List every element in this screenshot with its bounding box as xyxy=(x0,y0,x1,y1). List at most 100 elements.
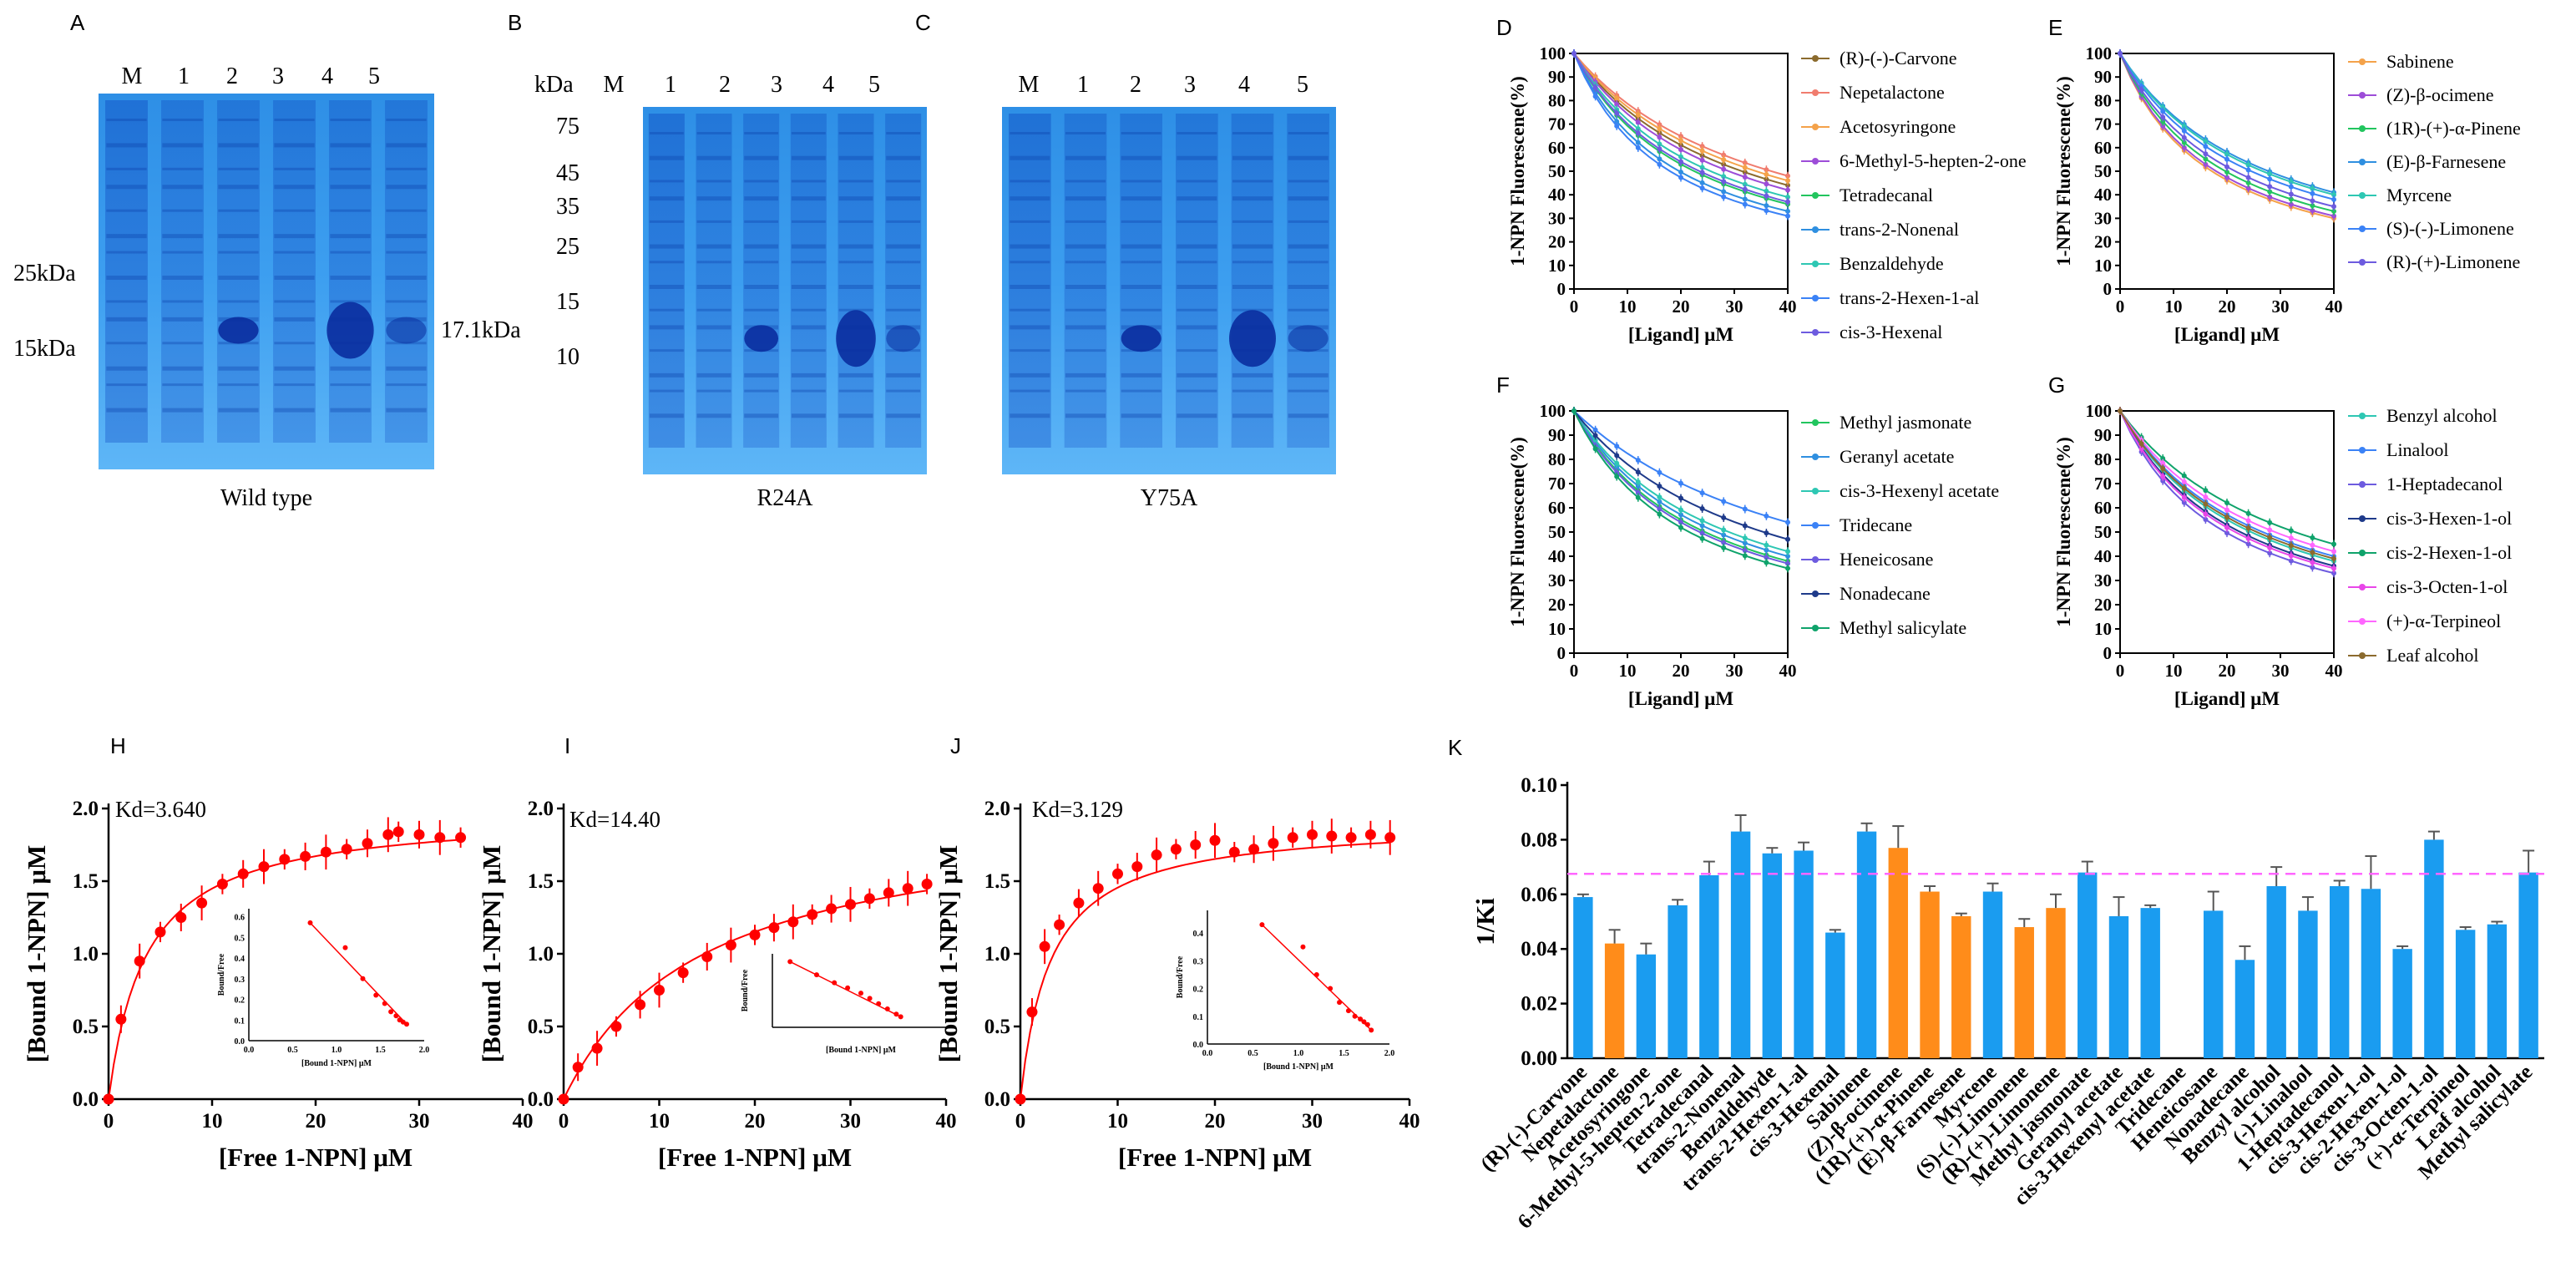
data-point xyxy=(2267,519,2273,525)
inset-point xyxy=(307,920,313,925)
target-band xyxy=(218,317,259,344)
data-point xyxy=(196,897,208,909)
data-point xyxy=(1764,203,1769,209)
data-point xyxy=(1742,506,1748,512)
lane-smear xyxy=(1176,114,1218,448)
inset-y-tick-label: 0.5 xyxy=(235,934,245,943)
data-point xyxy=(1635,490,1641,496)
lane-band xyxy=(1288,132,1328,134)
lane-band xyxy=(744,132,779,134)
lane-band xyxy=(696,180,731,183)
data-point xyxy=(103,1093,114,1105)
legend-label: (E)-β-Farnesene xyxy=(2386,151,2506,172)
legend-label: (S)-(-)-Limonene xyxy=(2386,218,2514,239)
y-tick-label: 10 xyxy=(2094,619,2112,639)
lane-band xyxy=(744,196,779,201)
data-point xyxy=(2288,179,2294,185)
data-point xyxy=(1614,102,1620,108)
lane-band xyxy=(838,180,873,183)
data-point xyxy=(1764,530,1769,536)
lane-band xyxy=(744,220,779,223)
scatchard-inset: 0.0 0.5 1.0 1.5 2.0 0.0 0.1 0.2 0.3 0.4 0.5 0.6 [Bou… xyxy=(217,909,429,1068)
y-tick-label: 0.5 xyxy=(73,1016,99,1038)
data-point xyxy=(2245,535,2251,541)
inset-point xyxy=(1337,1000,1343,1006)
lane-band xyxy=(696,285,731,289)
data-point xyxy=(1742,165,1748,170)
data-point xyxy=(1742,553,1748,559)
y-tick-label: 60 xyxy=(2094,138,2112,158)
data-point xyxy=(1190,839,1202,850)
lane-band xyxy=(886,413,921,418)
inset-y-tick-label: 0.4 xyxy=(1193,930,1204,939)
y-tick-label: 0.00 xyxy=(1521,1047,1557,1070)
lane-band xyxy=(274,234,315,239)
data-point xyxy=(1699,165,1705,170)
lane-band xyxy=(218,209,259,212)
data-point xyxy=(2203,494,2209,500)
data-point xyxy=(413,829,425,840)
data-point xyxy=(175,912,187,923)
data-point xyxy=(2138,441,2144,447)
lane-band xyxy=(106,167,147,170)
bar xyxy=(2455,930,2476,1058)
lane-band xyxy=(162,408,203,413)
data-point xyxy=(807,909,818,920)
data-point xyxy=(677,967,689,979)
y-tick-label: 50 xyxy=(1548,522,1566,542)
inset-y-tick-label: 0.3 xyxy=(235,976,245,985)
lane-band xyxy=(791,349,826,352)
lane-band xyxy=(838,373,873,378)
lane-band xyxy=(274,383,315,387)
inset-point xyxy=(893,1011,899,1017)
lane-band xyxy=(1121,196,1161,201)
legend-marker xyxy=(1812,158,1819,165)
series-line xyxy=(2119,53,2335,217)
lane-band xyxy=(791,325,826,330)
y-tick-label: 100 xyxy=(1540,401,1566,421)
lane-band xyxy=(218,300,259,303)
bar xyxy=(2234,960,2255,1058)
panel-label: B xyxy=(508,10,522,35)
y-tick-label: 100 xyxy=(1540,43,1566,63)
data-point xyxy=(2203,156,2209,162)
data-point xyxy=(1657,156,1663,162)
lane-band xyxy=(274,143,315,148)
scatchard-inset: 0.0 0.5 1.0 1.5 2.0 0.0 0.1 0.2 0.3 0.4 [Bound 1-N… xyxy=(1176,910,1394,1072)
y-tick-label: 0.5 xyxy=(528,1016,554,1038)
data-point xyxy=(2245,167,2251,173)
lane-band xyxy=(106,143,147,148)
data-point xyxy=(1131,861,1143,873)
data-point xyxy=(1699,170,1705,175)
data-point xyxy=(1785,554,1790,559)
bar xyxy=(1888,848,1908,1058)
data-point xyxy=(1721,540,1727,545)
lane-smear xyxy=(1009,114,1051,448)
inset-y-tick-label: 0.0 xyxy=(1193,1041,1204,1050)
data-point xyxy=(2288,184,2294,190)
data-point xyxy=(2267,176,2273,182)
data-point xyxy=(1764,547,1769,553)
data-point xyxy=(2224,156,2229,162)
y-tick-label: 50 xyxy=(1548,161,1566,181)
data-point xyxy=(1614,460,1620,466)
lane-band xyxy=(1065,308,1106,312)
data-point xyxy=(2181,499,2187,505)
y-tick-label: 50 xyxy=(2094,522,2112,542)
lane-band xyxy=(1232,180,1273,183)
x-tick-label: 30 xyxy=(1726,296,1743,317)
x-axis-title: [Ligand] μM xyxy=(2174,688,2280,709)
data-point xyxy=(2310,198,2315,204)
data-point xyxy=(1742,523,1748,529)
data-point xyxy=(2245,518,2251,524)
x-tick-label: 40 xyxy=(1779,296,1797,317)
x-axis-title: [Free 1-NPN] μM xyxy=(219,1143,412,1172)
legend-marker xyxy=(1812,124,1819,130)
y-tick-label: 20 xyxy=(2094,232,2112,252)
lane-band xyxy=(1232,196,1273,201)
inset-x-title: [Bound 1-NPN] μM xyxy=(301,1059,372,1068)
data-point xyxy=(2160,460,2166,466)
lane-band xyxy=(696,220,731,223)
lane-smear xyxy=(1120,114,1162,448)
y-tick-label: 60 xyxy=(1548,498,1566,518)
